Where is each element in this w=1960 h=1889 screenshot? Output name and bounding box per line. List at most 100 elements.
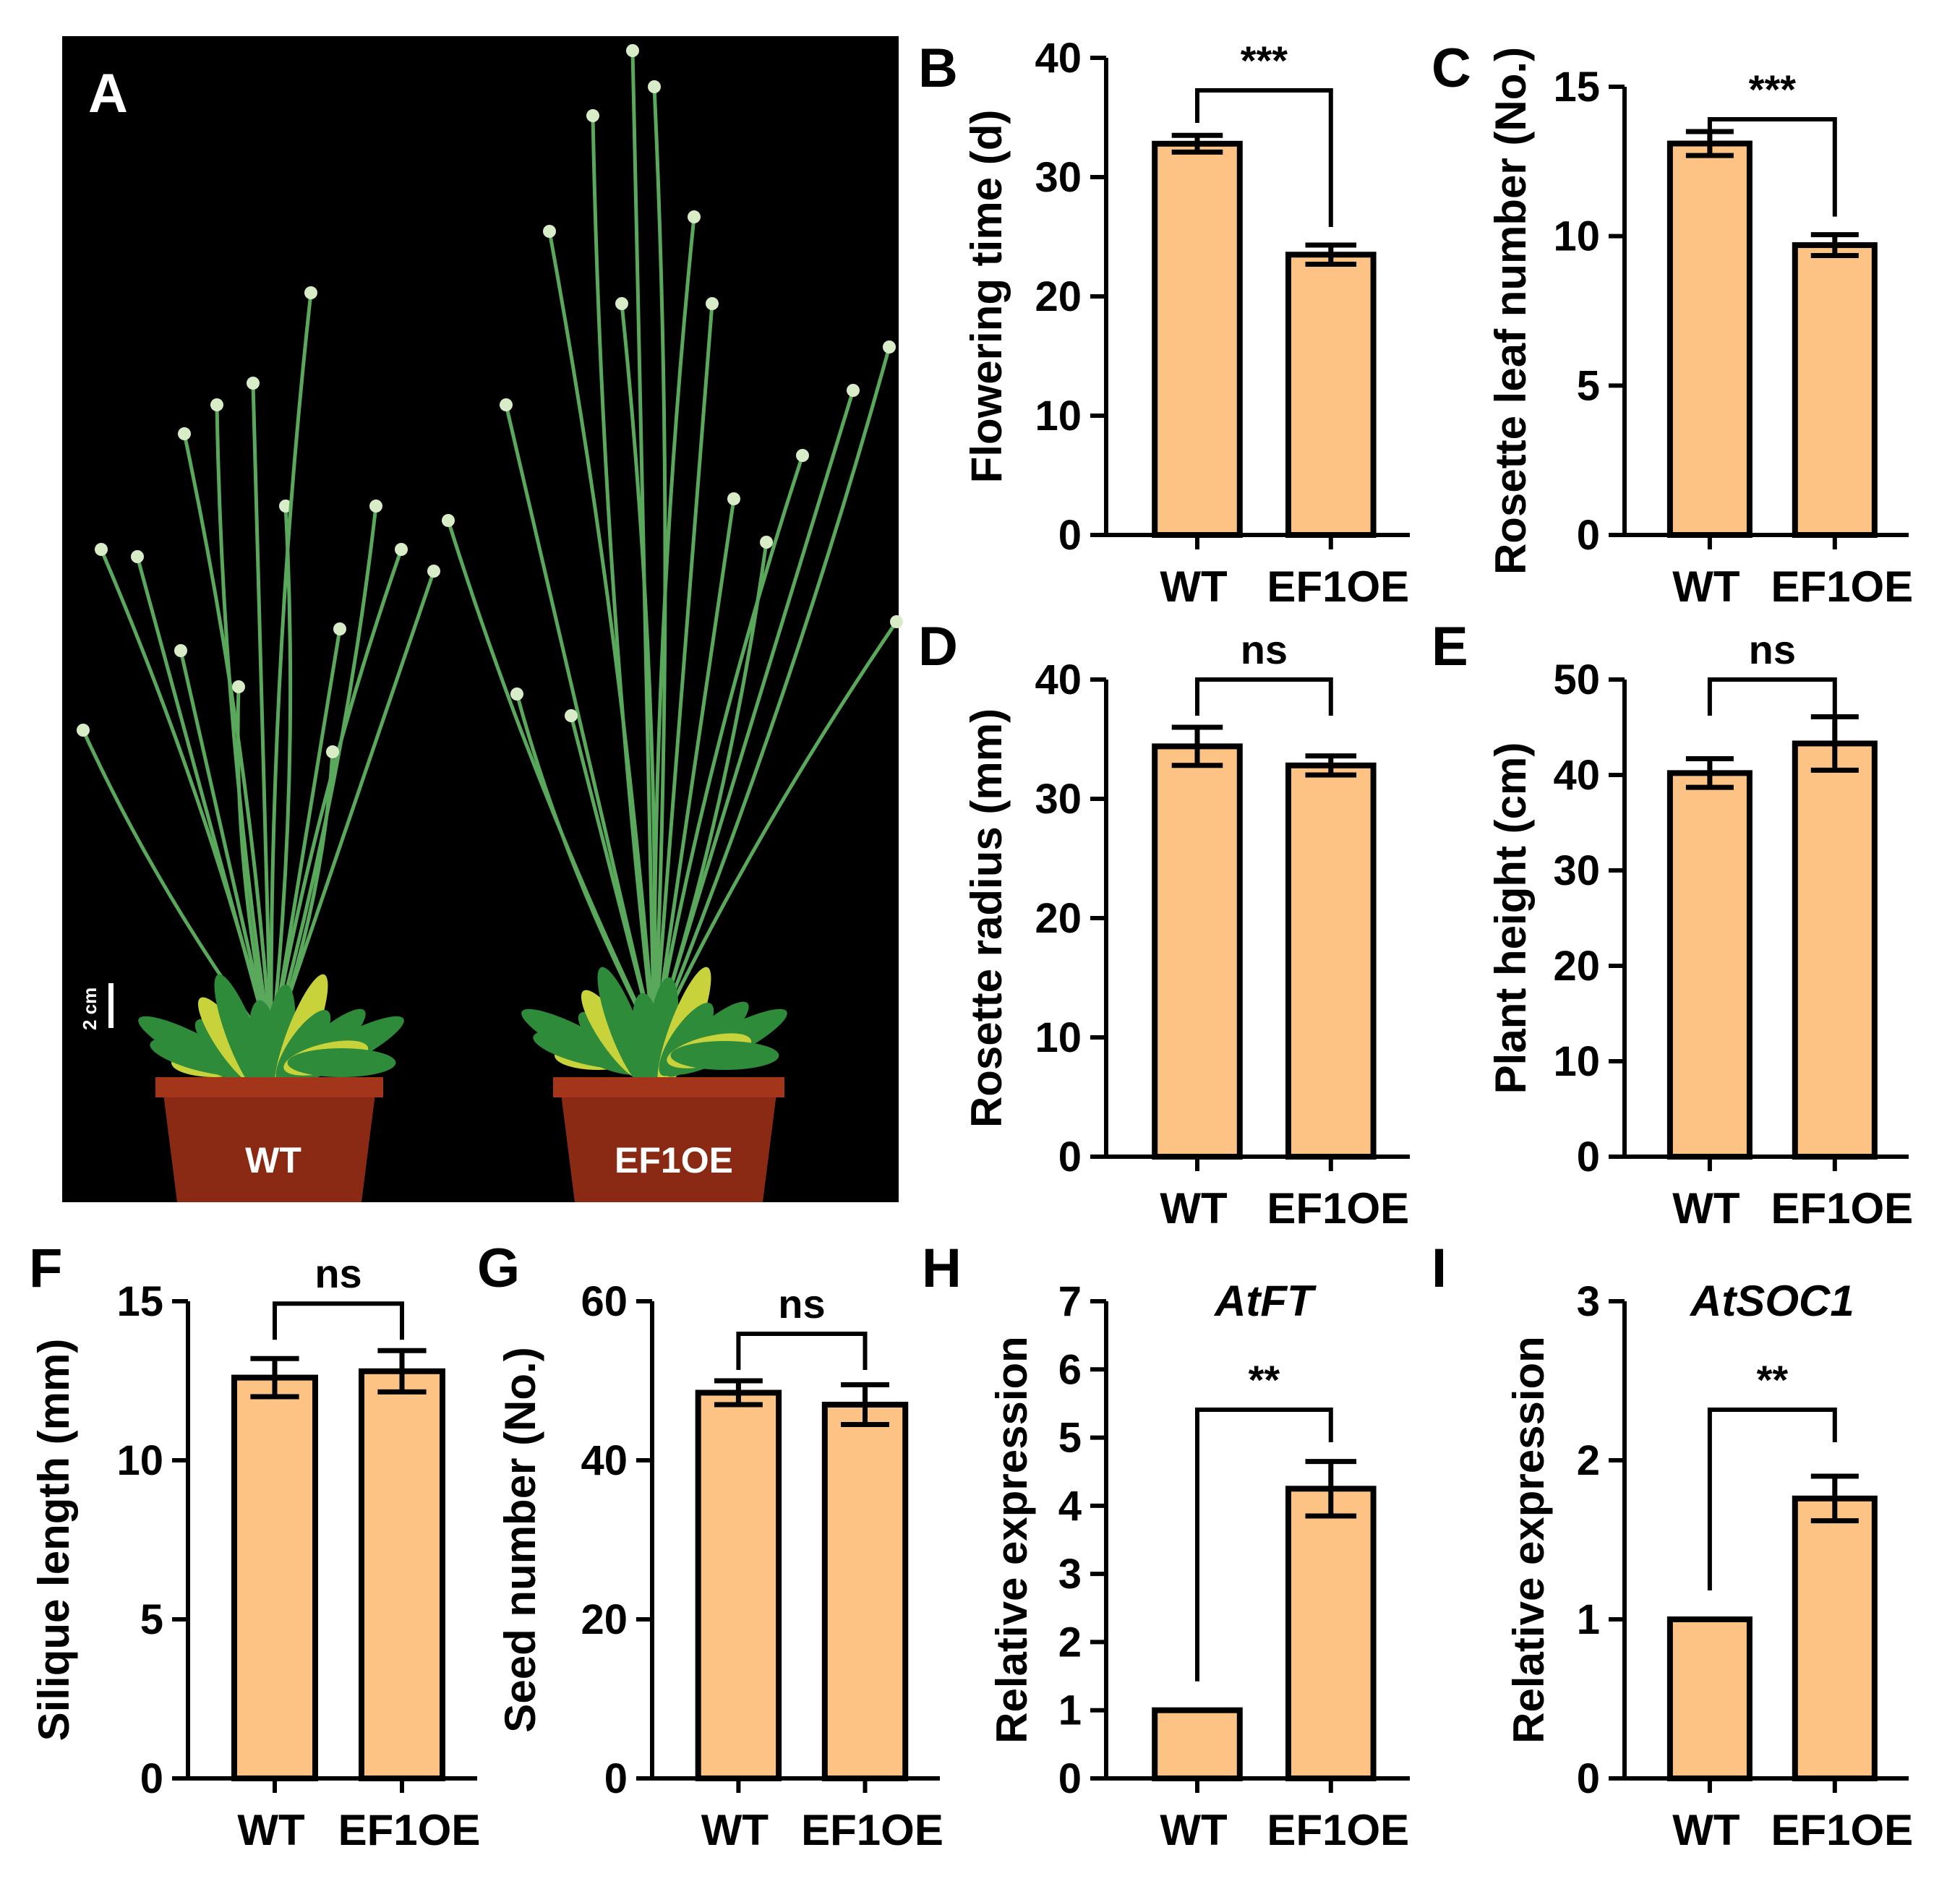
panel-label: D bbox=[918, 616, 958, 677]
y-tick-label: 20 bbox=[581, 1596, 628, 1643]
y-axis-label: Flowering time (d) bbox=[962, 110, 1011, 484]
y-tick-label: 40 bbox=[1035, 656, 1082, 703]
error-bar bbox=[1810, 1473, 1859, 1524]
flower-cluster bbox=[442, 514, 455, 527]
significance-bracket bbox=[1195, 677, 1333, 716]
y-tick-label: 2 bbox=[1577, 1437, 1600, 1484]
bar bbox=[1285, 252, 1377, 538]
chart-panel-c: C 0 5 10 15 WT EF1OE Rosette leaf number (No.) *… bbox=[1432, 38, 1913, 611]
y-axis-label: Silique length (mm) bbox=[30, 1339, 78, 1742]
y-axis-label: Rosette radius (mm) bbox=[962, 708, 1011, 1128]
bar bbox=[1152, 1707, 1243, 1782]
error-bar bbox=[1810, 232, 1859, 259]
significance-bracket bbox=[1707, 1408, 1837, 1590]
gene-label: AtSOC1 bbox=[1689, 1277, 1854, 1325]
panel-label: F bbox=[29, 1238, 62, 1299]
y-tick-label: 20 bbox=[1553, 943, 1600, 990]
significance-bracket bbox=[1707, 117, 1837, 217]
flower-cluster bbox=[333, 622, 346, 635]
x-tick-label: EF1OE bbox=[801, 1806, 943, 1854]
y-tick-label: 20 bbox=[1035, 895, 1082, 942]
flower-cluster bbox=[796, 449, 809, 462]
significance-label: ** bbox=[1757, 1357, 1789, 1402]
y-tick-label: 0 bbox=[1058, 512, 1082, 559]
y-tick-label: 3 bbox=[1058, 1551, 1082, 1598]
x-tick-label: EF1OE bbox=[1771, 1184, 1913, 1233]
y-tick-label: 30 bbox=[1035, 776, 1082, 823]
x-tick-label: WT bbox=[237, 1806, 304, 1854]
stem-line bbox=[547, 231, 656, 1042]
flower-cluster bbox=[326, 745, 339, 758]
error-bar bbox=[1810, 714, 1859, 773]
stem-line bbox=[652, 390, 855, 1042]
flower-cluster bbox=[500, 398, 513, 411]
significance-bracket bbox=[736, 1332, 868, 1370]
bar bbox=[1666, 140, 1753, 539]
y-tick-label: 1 bbox=[1058, 1687, 1082, 1734]
flower-cluster bbox=[883, 340, 896, 354]
x-tick-label: WT bbox=[1672, 1184, 1739, 1233]
flower-cluster bbox=[174, 644, 187, 657]
chart-panel-b: B 0 10 20 30 40 WT EF1OE Flowering time (d) *** bbox=[918, 35, 1410, 611]
x-tick-label: EF1OE bbox=[1771, 1806, 1913, 1854]
x-tick-label: EF1OE bbox=[1267, 1184, 1409, 1233]
x-tick-label: WT bbox=[1160, 1184, 1227, 1233]
bar bbox=[1666, 1616, 1753, 1781]
stem-line bbox=[504, 404, 656, 1042]
y-tick-label: 10 bbox=[116, 1437, 163, 1484]
error-bar bbox=[1305, 753, 1357, 778]
y-tick-label: 15 bbox=[1553, 64, 1600, 111]
stem-line bbox=[251, 382, 273, 1049]
pot-label-wt: WT bbox=[245, 1140, 301, 1181]
x-tick-label: WT bbox=[1672, 562, 1739, 611]
y-tick-label: 2 bbox=[1058, 1619, 1082, 1666]
stem-line bbox=[652, 455, 805, 1042]
y-tick-label: 15 bbox=[116, 1278, 163, 1325]
y-tick-label: 7 bbox=[1058, 1278, 1082, 1325]
pot-wt bbox=[163, 1088, 376, 1202]
flower-cluster bbox=[760, 536, 773, 549]
rosette-leaf bbox=[287, 1048, 396, 1077]
stem-line bbox=[515, 693, 656, 1042]
stem-line bbox=[269, 505, 378, 1049]
flower-cluster bbox=[427, 565, 440, 578]
error-bar bbox=[1171, 132, 1223, 155]
pot-ef1oe-rim bbox=[553, 1077, 784, 1097]
panel-label: I bbox=[1432, 1238, 1447, 1299]
y-tick-label: 30 bbox=[1035, 154, 1082, 201]
bar bbox=[1792, 242, 1878, 538]
flower-cluster bbox=[369, 500, 382, 513]
flower-cluster bbox=[565, 709, 578, 722]
y-tick-label: 10 bbox=[1553, 213, 1600, 260]
bar bbox=[695, 1389, 782, 1781]
chart-panel-d: D 0 10 20 30 40 WT EF1OE Rosette radius (mm) ns bbox=[918, 616, 1410, 1233]
y-tick-label: 1 bbox=[1577, 1596, 1600, 1643]
x-tick-label: EF1OE bbox=[338, 1806, 481, 1854]
significance-label: ns bbox=[778, 1281, 825, 1327]
chart-panel-h: H 0 1 2 3 4 5 6 7 WT EF1OE Relative expression AtFT *… bbox=[922, 1238, 1410, 1854]
significance-bracket bbox=[273, 1301, 404, 1340]
rosette-leaf bbox=[138, 1016, 254, 1082]
significance-label: ns bbox=[1749, 627, 1796, 672]
y-axis-label: Plant height (cm) bbox=[1486, 742, 1535, 1095]
bar bbox=[821, 1402, 909, 1781]
y-axis-label: Seed number (No.) bbox=[496, 1347, 544, 1732]
y-tick-label: 5 bbox=[1058, 1415, 1082, 1462]
panel-label: C bbox=[1432, 38, 1471, 99]
flower-cluster bbox=[77, 724, 90, 737]
y-tick-label: 30 bbox=[1553, 847, 1600, 894]
flower-cluster bbox=[688, 210, 701, 223]
panel-label: H bbox=[922, 1238, 962, 1299]
bar bbox=[1152, 140, 1243, 539]
significance-label: ns bbox=[1241, 627, 1288, 672]
y-tick-label: 0 bbox=[1058, 1134, 1082, 1181]
plant-stems bbox=[77, 44, 903, 1050]
x-tick-label: WT bbox=[1160, 562, 1227, 611]
bar bbox=[1285, 1486, 1377, 1781]
error-bar bbox=[841, 1382, 889, 1427]
error-bar bbox=[1305, 1459, 1357, 1519]
y-tick-label: 4 bbox=[1058, 1483, 1082, 1530]
rosette-leaf bbox=[670, 1041, 779, 1070]
y-axis-label: Relative expression bbox=[988, 1336, 1036, 1744]
